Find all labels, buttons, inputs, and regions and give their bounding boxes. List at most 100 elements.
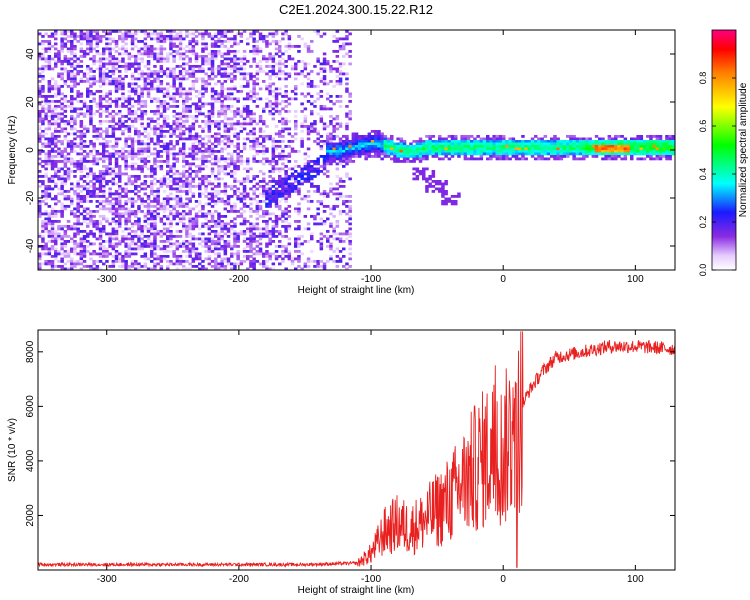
spectrogram-cell	[255, 145, 260, 148]
spectrogram-cell	[137, 57, 141, 61]
spectrogram-cell	[98, 157, 103, 161]
spectrogram-cell	[108, 242, 112, 246]
spectrogram-cell	[146, 147, 151, 151]
spectrogram-cell	[217, 95, 221, 98]
spectrogram-cell	[322, 262, 327, 266]
spectrogram-cell	[89, 170, 93, 173]
spectrogram-cell	[274, 52, 279, 56]
spectrogram-cell	[223, 182, 228, 186]
spectrogram-cell	[140, 112, 144, 116]
spectrogram-cell	[175, 92, 180, 96]
spectrogram-cell	[255, 72, 260, 76]
spectrogram-cell	[63, 160, 68, 163]
spectrogram-cell	[50, 227, 55, 231]
spectrogram-cell	[233, 217, 237, 221]
spectrogram-cell	[447, 150, 452, 153]
spectrogram-cell	[175, 230, 180, 233]
spectrogram-cell	[332, 127, 336, 131]
spectrogram-cell	[265, 250, 269, 253]
spectrogram-cell	[326, 92, 330, 96]
spectrogram-cell	[76, 200, 80, 203]
spectrogram-cell	[274, 160, 279, 163]
spectrogram-cell	[223, 147, 228, 151]
spectrogram-cell	[214, 120, 218, 123]
spectrogram-cell	[297, 250, 301, 253]
spectrogram-cell	[79, 30, 84, 33]
spectrogram-cell	[194, 255, 199, 258]
spectrogram-cell	[86, 127, 90, 131]
spectrogram-cell	[73, 262, 77, 266]
spectrogram-cell	[262, 265, 266, 268]
spectrogram-cell	[374, 135, 378, 138]
spectrogram-cell	[182, 110, 186, 113]
spectrogram-cell	[322, 167, 327, 171]
spectrogram-cell	[153, 120, 157, 123]
spectrogram-cell	[73, 150, 77, 153]
spectrogram-cell	[111, 70, 116, 73]
spectrogram-cell	[114, 207, 119, 211]
spectrogram-cell	[338, 80, 343, 83]
spectrogram-cell	[118, 265, 122, 268]
spectrogram-cell	[63, 155, 68, 158]
spectrogram-cell	[214, 175, 218, 178]
spectrogram-cell	[108, 237, 112, 241]
spectrogram-cell	[63, 225, 68, 228]
spectrogram-cell	[303, 197, 308, 201]
spectrogram-cell	[422, 175, 426, 178]
spectrogram-cell	[79, 132, 84, 136]
spectrogram-cell	[252, 190, 256, 193]
spectrogram-cell	[98, 202, 103, 206]
spectrogram-cell	[207, 202, 212, 206]
spectrogram-cell	[204, 32, 208, 36]
spectrogram-cell	[210, 162, 215, 166]
spectrogram-cell	[98, 260, 103, 263]
spectrogram-cell	[310, 165, 314, 168]
spectrogram-cell	[207, 250, 212, 253]
spectrogram-cell	[351, 145, 356, 148]
spectrogram-cell	[268, 85, 272, 88]
spectrogram-cell	[246, 237, 250, 241]
spectrogram-cell	[95, 130, 100, 133]
spectrogram-cell	[175, 255, 180, 258]
spectrogram-cell	[255, 92, 260, 96]
spectrogram-cell	[262, 152, 266, 156]
spectrogram-cell	[223, 242, 228, 246]
spectrogram-cell	[233, 165, 237, 168]
spectrogram-cell	[271, 180, 276, 183]
spectrogram-cell	[166, 200, 170, 203]
spectrogram-cell	[236, 147, 240, 151]
spectrogram-cell	[207, 247, 212, 251]
spectrogram-cell	[274, 147, 279, 151]
spectrogram-cell	[54, 37, 58, 41]
spectrogram-cell	[287, 242, 292, 246]
spectrogram-cell	[102, 62, 106, 66]
spectrogram-cell	[188, 212, 192, 216]
spectrogram-cell	[63, 197, 68, 201]
spectrogram-cell	[50, 247, 55, 251]
spectrogram-cell	[252, 142, 256, 146]
spectrogram-cell	[226, 210, 231, 213]
spectrogram-cell	[329, 160, 333, 163]
spectrogram-cell	[294, 220, 298, 223]
spectrogram-cell	[246, 112, 250, 116]
spectrogram-cell	[182, 77, 186, 81]
spectrogram-cell	[274, 62, 279, 66]
spectrogram-cell	[124, 120, 128, 123]
spectrogram-cell	[73, 227, 77, 231]
spectrogram-cell	[268, 137, 272, 141]
spectrogram-cell	[70, 257, 74, 261]
spectrogram-cell	[354, 145, 359, 148]
spectrogram-cell	[130, 112, 135, 116]
spectrogram-cell	[425, 155, 429, 158]
spectrogram-cell	[326, 217, 330, 221]
spectrogram-cell	[313, 175, 317, 178]
spectrogram-cell	[210, 200, 215, 203]
spectrogram-cell	[194, 257, 199, 261]
spectrogram-cell	[127, 110, 132, 113]
spectrogram-cell	[143, 225, 148, 228]
spectrogram-cell	[79, 160, 84, 163]
spectrogram-cell	[121, 187, 125, 191]
spectrogram-cell	[303, 117, 308, 121]
spectrogram-cell	[345, 90, 349, 93]
spectrogram-cell	[86, 65, 90, 68]
